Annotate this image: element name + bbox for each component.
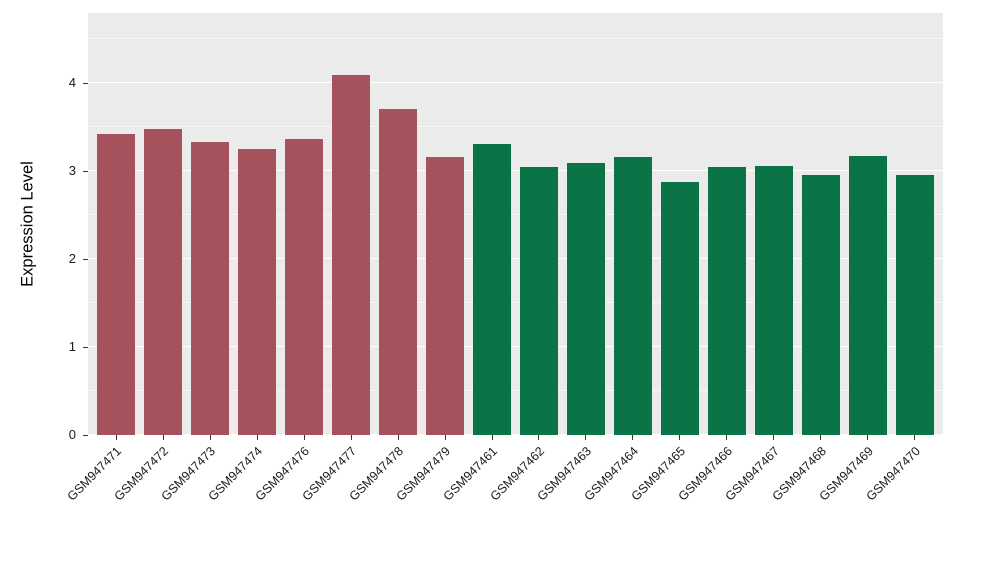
bar (332, 75, 370, 435)
x-tick-mark (585, 435, 587, 440)
x-tick-mark (350, 435, 352, 440)
bar (896, 174, 934, 435)
bar (473, 143, 511, 435)
plot-panel (88, 13, 943, 435)
gridline-major (88, 81, 943, 83)
bar (238, 149, 276, 435)
x-tick-mark (209, 435, 211, 440)
bar (661, 181, 699, 435)
x-tick-mark (303, 435, 305, 440)
gridline-major (88, 345, 943, 347)
gridline-minor (88, 126, 943, 127)
y-tick-label: 0 (68, 427, 76, 442)
x-tick-mark (444, 435, 446, 440)
y-axis-tick-labels: 0 1 2 3 4 (0, 13, 76, 442)
y-tick-label: 3 (68, 163, 76, 178)
x-tick-mark (162, 435, 164, 440)
gridline-major (88, 433, 943, 435)
y-tick-mark (83, 346, 88, 348)
y-tick-mark (83, 82, 88, 84)
gridline-minor (88, 390, 943, 391)
bar (285, 139, 323, 435)
y-tick-mark (83, 170, 88, 172)
bar (708, 166, 746, 435)
x-tick-mark (491, 435, 493, 440)
gridline-major (88, 257, 943, 259)
y-tick-label: 2 (68, 251, 76, 266)
x-tick-mark (538, 435, 540, 440)
bar (802, 174, 840, 435)
x-tick-mark (726, 435, 728, 440)
gridline-minor (88, 302, 943, 303)
x-tick-mark (914, 435, 916, 440)
bar (144, 128, 182, 435)
bar (755, 165, 793, 435)
gridline-major (88, 169, 943, 171)
bar (520, 167, 558, 435)
x-tick-mark (867, 435, 869, 440)
y-tick-mark (83, 434, 88, 436)
x-tick-mark (256, 435, 258, 440)
bar (191, 141, 229, 435)
bar (614, 156, 652, 435)
gridline-minor (88, 38, 943, 39)
y-tick-label: 1 (68, 339, 76, 354)
y-tick-mark (83, 258, 88, 260)
gridline-minor (88, 214, 943, 215)
x-tick-mark (820, 435, 822, 440)
bar (379, 108, 417, 435)
bar (426, 156, 464, 435)
x-tick-mark (632, 435, 634, 440)
x-tick-mark (679, 435, 681, 440)
x-tick-mark (397, 435, 399, 440)
bar (567, 163, 605, 435)
y-tick-label: 4 (68, 75, 76, 90)
bar (849, 156, 887, 435)
bar (97, 134, 135, 435)
x-tick-mark (773, 435, 775, 440)
x-tick-mark (115, 435, 117, 440)
